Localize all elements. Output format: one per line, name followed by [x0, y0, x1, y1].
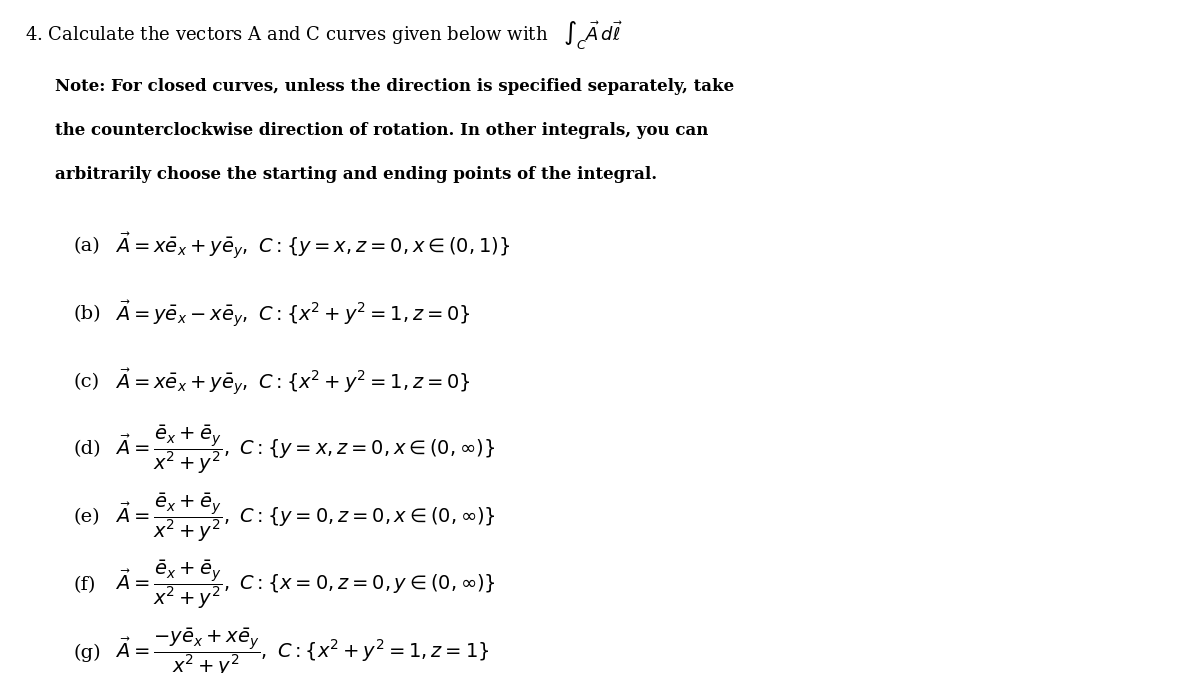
Text: $\vec{A} = y\bar{e}_x - x\bar{e}_y,\ C : \{x^2 + y^2 = 1, z = 0\}$: $\vec{A} = y\bar{e}_x - x\bar{e}_y,\ C :…	[115, 298, 470, 329]
Text: (b): (b)	[73, 305, 101, 323]
Text: Note: For closed curves, unless the direction is specified separately, take: Note: For closed curves, unless the dire…	[55, 78, 734, 95]
Text: $\vec{A} = \dfrac{\bar{e}_x + \bar{e}_y}{x^2 + y^2},\ C : \{y = x, z = 0, x \in : $\vec{A} = \dfrac{\bar{e}_x + \bar{e}_y}…	[115, 423, 496, 476]
Text: (e): (e)	[73, 508, 100, 526]
Text: $\vec{A} = \dfrac{\bar{e}_x + \bar{e}_y}{x^2 + y^2},\ C : \{x = 0, z = 0, y \in : $\vec{A} = \dfrac{\bar{e}_x + \bar{e}_y}…	[115, 559, 496, 611]
Text: $\vec{A} = \dfrac{-y\bar{e}_x + x\bar{e}_y}{x^2 + y^2},\ C : \{x^2 + y^2 = 1, z : $\vec{A} = \dfrac{-y\bar{e}_x + x\bar{e}…	[115, 627, 490, 673]
Text: (g): (g)	[73, 643, 101, 662]
Text: (a): (a)	[73, 237, 100, 255]
Text: $\vec{A} = x\bar{e}_x + y\bar{e}_y,\ C : \{y = x, z = 0, x \in (0,1)\}$: $\vec{A} = x\bar{e}_x + y\bar{e}_y,\ C :…	[115, 231, 510, 261]
Text: $\vec{A} = \dfrac{\bar{e}_x + \bar{e}_y}{x^2 + y^2},\ C : \{y = 0, z = 0, x \in : $\vec{A} = \dfrac{\bar{e}_x + \bar{e}_y}…	[115, 491, 496, 544]
Text: (d): (d)	[73, 440, 101, 458]
Text: $\vec{A} = x\bar{e}_x + y\bar{e}_y,\ C : \{x^2 + y^2 = 1, z = 0\}$: $\vec{A} = x\bar{e}_x + y\bar{e}_y,\ C :…	[115, 366, 470, 397]
Text: (f): (f)	[73, 576, 96, 594]
Text: arbitrarily choose the starting and ending points of the integral.: arbitrarily choose the starting and endi…	[55, 166, 658, 184]
Text: the counterclockwise direction of rotation. In other integrals, you can: the counterclockwise direction of rotati…	[55, 122, 709, 139]
Text: (c): (c)	[73, 373, 100, 390]
Text: 4. Calculate the vectors A and C curves given below with   $\int_C \vec{A}\, d\v: 4. Calculate the vectors A and C curves …	[25, 19, 624, 51]
